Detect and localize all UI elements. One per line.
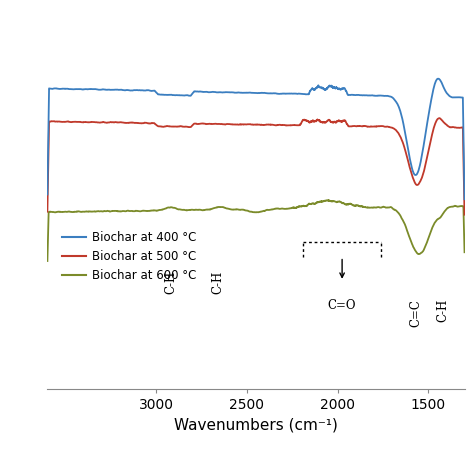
- Text: C-H: C-H: [211, 271, 224, 294]
- Text: C=C: C=C: [409, 299, 422, 327]
- Text: C=O: C=O: [328, 299, 356, 312]
- Text: C-H: C-H: [164, 271, 177, 294]
- X-axis label: Wavenumbers (cm⁻¹): Wavenumbers (cm⁻¹): [174, 417, 338, 432]
- Legend: Biochar at 400 °C, Biochar at 500 °C, Biochar at 600 °C: Biochar at 400 °C, Biochar at 500 °C, Bi…: [57, 227, 201, 287]
- Text: C-H: C-H: [436, 299, 449, 322]
